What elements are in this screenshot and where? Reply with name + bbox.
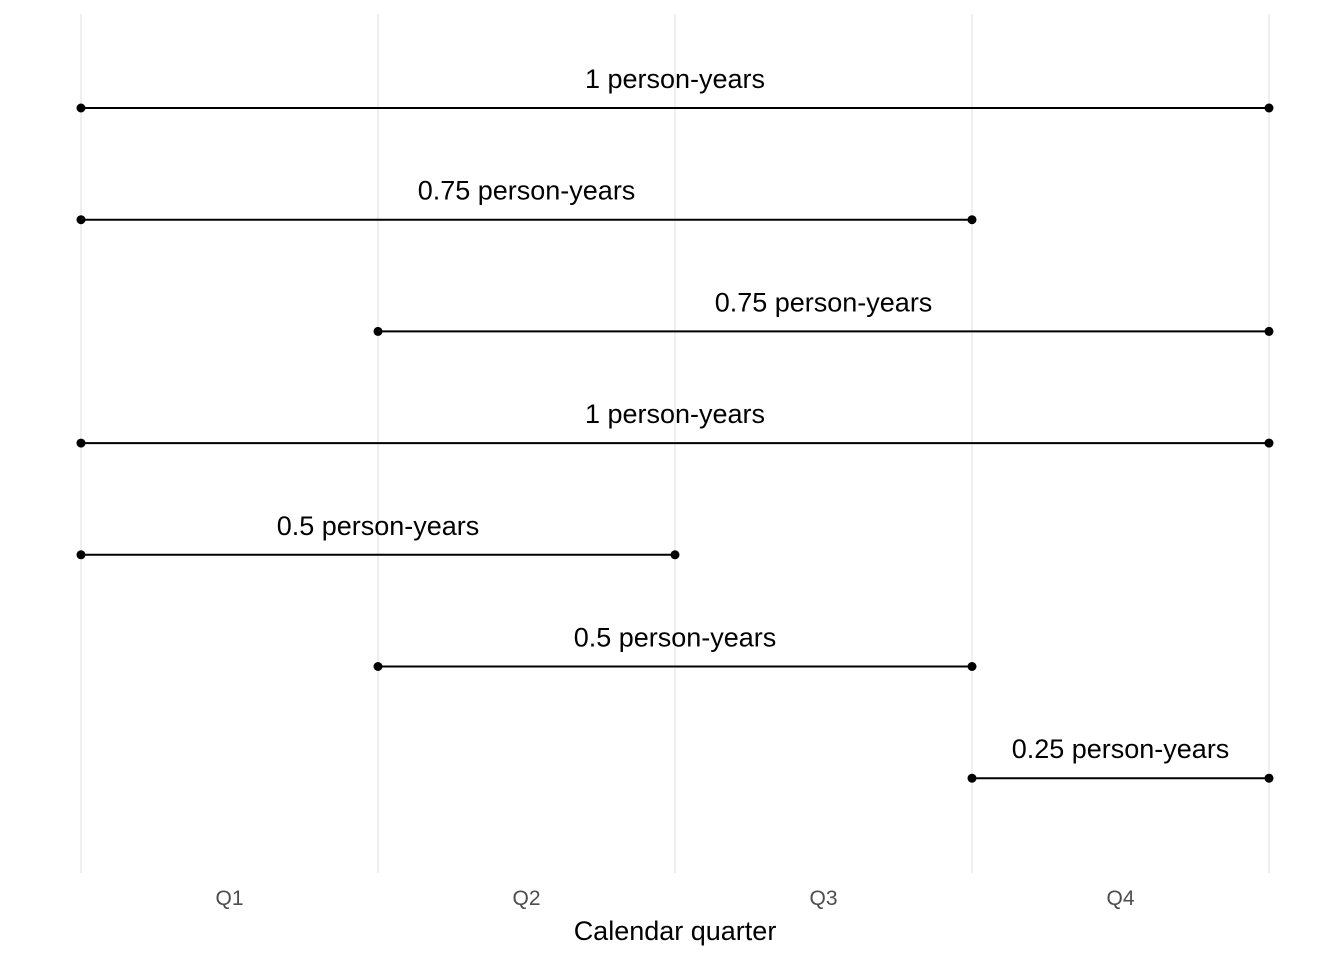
interval-end-point xyxy=(1264,438,1274,448)
interval-label: 0.5 person-years xyxy=(277,511,480,541)
x-tick-label: Q2 xyxy=(512,887,540,910)
interval-end-point xyxy=(1264,773,1274,783)
interval-end-point xyxy=(1264,103,1274,113)
interval-start-point xyxy=(967,773,977,783)
interval-end-point xyxy=(1264,326,1274,336)
interval-row: 0.5 person-years xyxy=(76,511,680,560)
x-axis-label: Calendar quarter xyxy=(574,916,777,946)
x-tick-label: Q3 xyxy=(809,887,837,910)
interval-row: 0.5 person-years xyxy=(373,623,977,671)
interval-label: 1 person-years xyxy=(585,399,765,429)
interval-end-point xyxy=(670,550,680,560)
x-tick-labels: Q1 Q2 Q3 Q4 xyxy=(215,887,1134,910)
interval-segments: 1 person-years 0.75 person-years 0.75 pers… xyxy=(76,64,1274,783)
interval-row: 0.75 person-years xyxy=(373,287,1274,336)
interval-label: 0.75 person-years xyxy=(715,287,933,317)
interval-end-point xyxy=(967,662,977,671)
interval-label: 1 person-years xyxy=(585,64,765,94)
interval-start-point xyxy=(373,326,383,336)
interval-label: 0.75 person-years xyxy=(418,176,636,206)
interval-label: 0.5 person-years xyxy=(574,623,777,653)
interval-start-point xyxy=(76,215,86,225)
interval-start-point xyxy=(76,438,86,448)
interval-end-point xyxy=(967,215,977,225)
x-tick-label: Q1 xyxy=(215,887,243,910)
interval-start-point xyxy=(76,550,86,560)
x-tick-label: Q4 xyxy=(1106,887,1134,910)
interval-row: 0.25 person-years xyxy=(967,734,1274,783)
interval-row: 1 person-years xyxy=(76,64,1274,113)
interval-row: 0.75 person-years xyxy=(76,176,977,225)
interval-start-point xyxy=(76,103,86,113)
interval-start-point xyxy=(373,662,383,671)
interval-label: 0.25 person-years xyxy=(1012,734,1230,764)
interval-row: 1 person-years xyxy=(76,399,1274,448)
